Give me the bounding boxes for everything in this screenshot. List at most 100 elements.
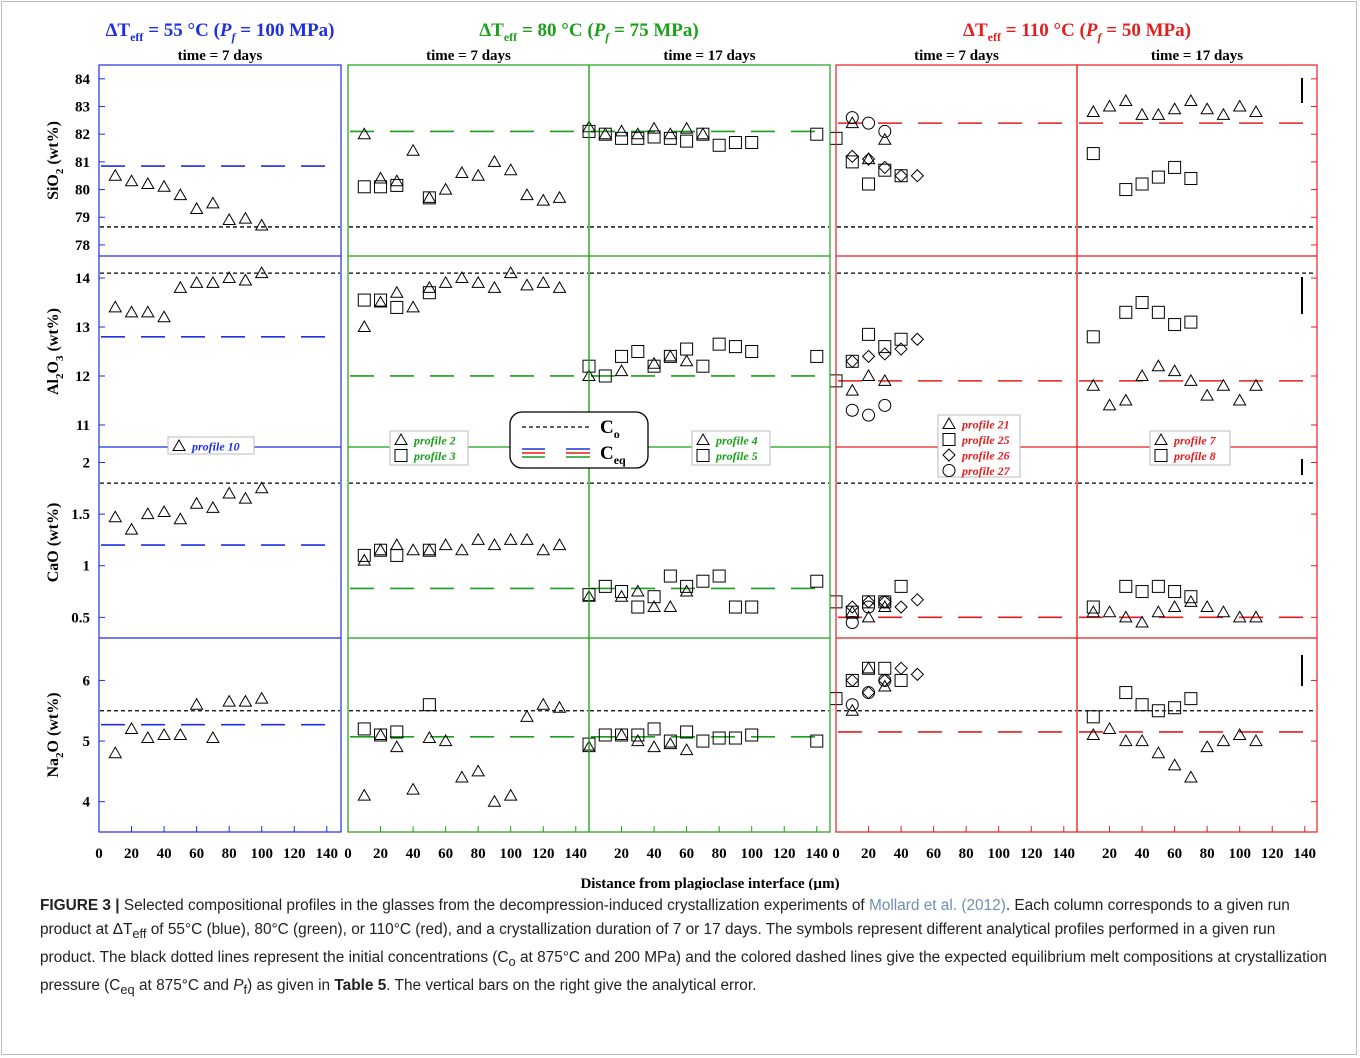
caption-text-7: . The vertical bars on the right give th… xyxy=(386,977,757,995)
data-point-triangle xyxy=(1102,721,1117,734)
data-point-square xyxy=(1168,701,1182,715)
x-tick-label: 60 xyxy=(679,846,694,862)
data-point-triangle xyxy=(438,182,453,195)
data-point-triangle xyxy=(503,788,518,801)
x-axis-label: Distance from plagioclase interface (µm) xyxy=(580,876,839,890)
data-point-triangle xyxy=(598,127,613,140)
legend-ceq-sub: eq xyxy=(614,453,626,467)
data-point-square xyxy=(647,359,661,373)
group-title-pf-sub: f xyxy=(1098,30,1103,44)
data-point-triangle xyxy=(206,500,220,513)
x-tick-label: 80 xyxy=(471,846,486,862)
y-label-part: O xyxy=(45,361,62,373)
legend-label: profile 2 xyxy=(413,434,456,448)
caption-text-4: at 875°C and 200 MPa) and the colored da… xyxy=(40,949,1327,995)
x-tick-label: 40 xyxy=(647,846,662,862)
x-tick-label: 140 xyxy=(1053,846,1076,862)
data-point-square xyxy=(357,180,371,194)
data-point-square xyxy=(357,548,371,562)
data-point-circle xyxy=(862,686,876,700)
caption-eff-sub: eff xyxy=(132,926,147,942)
data-point-square xyxy=(712,138,726,152)
y-tick-label: 81 xyxy=(75,155,90,171)
data-point-triangle xyxy=(438,734,453,747)
y-tick-label: 12 xyxy=(75,369,90,385)
group-title-eff-sub: eff xyxy=(988,30,1002,44)
data-point-square xyxy=(894,673,908,687)
data-point-square xyxy=(680,134,694,148)
panel-column-frame xyxy=(1076,64,1318,833)
legend-co-letter: C xyxy=(600,417,614,438)
data-point-triangle xyxy=(455,165,469,178)
data-point-triangle xyxy=(357,127,372,140)
data-point-triangle xyxy=(238,211,253,224)
group-title-pressure: = 50 MPa) xyxy=(1102,20,1191,41)
data-point-triangle xyxy=(373,171,388,184)
x-tick-label: 20 xyxy=(861,846,876,862)
data-point-triangle xyxy=(520,709,534,722)
data-point-diamond xyxy=(861,349,876,364)
caption-table-link[interactable]: Table 5 xyxy=(334,977,387,995)
data-point-triangle xyxy=(614,364,629,377)
data-point-triangle xyxy=(1135,734,1149,747)
y-tick-label: 0.5 xyxy=(71,610,90,626)
data-point-triangle xyxy=(124,174,139,187)
caption-reference-link[interactable]: Mollard et al. (2012) xyxy=(868,897,1006,914)
data-point-square xyxy=(745,136,759,150)
y-tick-label: 80 xyxy=(75,183,90,199)
data-point-triangle xyxy=(157,179,171,192)
data-point-circle xyxy=(845,111,859,125)
data-point-triangle xyxy=(1249,734,1263,747)
data-point-square xyxy=(1119,579,1133,593)
data-point-triangle xyxy=(877,600,892,613)
y-label-sub: 2 xyxy=(54,168,66,174)
y-tick-label: 84 xyxy=(75,72,91,88)
data-point-triangle xyxy=(614,124,629,137)
x-tick-label: 80 xyxy=(712,846,727,862)
legend-marker-triangle xyxy=(942,416,956,429)
data-point-triangle xyxy=(487,794,502,807)
data-point-triangle xyxy=(108,510,123,523)
data-point-triangle xyxy=(173,280,188,293)
y-label-part: CaO (wt%) xyxy=(45,503,62,583)
center-legend-co: Co xyxy=(600,417,620,441)
data-point-square xyxy=(1119,305,1133,319)
legend-label: profile 5 xyxy=(715,449,758,463)
data-point-triangle xyxy=(140,731,155,744)
data-point-square xyxy=(1184,590,1198,604)
x-tick-label: 60 xyxy=(926,846,941,862)
data-point-square xyxy=(712,731,726,745)
data-point-square xyxy=(1119,183,1133,197)
legend-label: profile 3 xyxy=(413,449,456,463)
y-tick-label: 1 xyxy=(83,559,91,575)
data-point-diamond xyxy=(845,354,859,369)
data-point-triangle xyxy=(254,266,269,279)
data-point-triangle xyxy=(845,703,860,716)
data-point-triangle xyxy=(520,532,534,545)
data-point-circle xyxy=(878,595,892,609)
x-tick-label: 60 xyxy=(438,846,453,862)
data-point-triangle xyxy=(536,697,551,710)
data-point-square xyxy=(390,548,404,562)
data-point-triangle xyxy=(140,305,155,318)
data-point-square xyxy=(712,569,726,583)
data-point-triangle xyxy=(1249,105,1263,118)
data-point-triangle xyxy=(455,543,469,556)
data-point-triangle xyxy=(861,610,876,623)
data-point-square xyxy=(1135,177,1149,191)
data-point-circle xyxy=(878,673,892,687)
data-point-square xyxy=(422,543,436,557)
data-point-square xyxy=(390,178,404,192)
data-point-triangle xyxy=(1118,734,1133,747)
data-point-triangle xyxy=(1216,734,1231,747)
x-tick-label: 100 xyxy=(1228,846,1251,862)
data-point-triangle xyxy=(222,486,237,499)
data-point-triangle xyxy=(679,743,694,756)
x-tick-label: 20 xyxy=(124,846,139,862)
data-point-circle xyxy=(878,398,892,412)
data-point-square xyxy=(696,127,710,141)
y-label-part: Al xyxy=(45,378,62,395)
data-point-triangle xyxy=(1135,368,1149,381)
data-point-triangle xyxy=(406,543,420,556)
x-tick-label: 100 xyxy=(499,846,522,862)
